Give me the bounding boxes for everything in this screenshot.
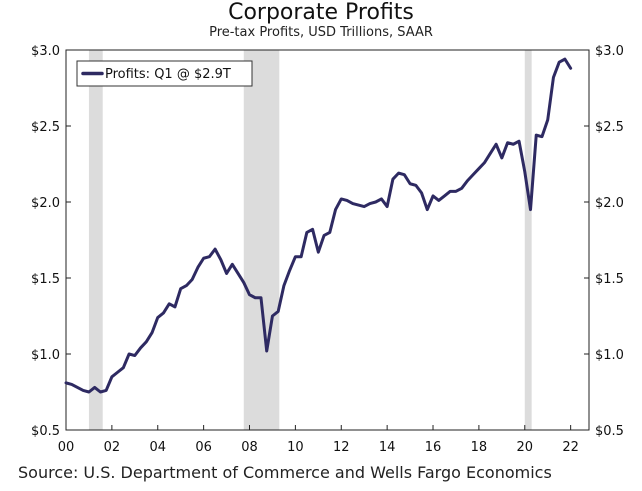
x-tick-label: 22	[562, 440, 579, 455]
y-tick-label-right: $1.5	[595, 272, 624, 287]
x-tick-label: 06	[195, 440, 212, 455]
y-tick-label-right: $1.0	[595, 348, 624, 363]
chart-subtitle: Pre-tax Profits, USD Trillions, SAAR	[209, 25, 433, 40]
recession-band-2	[243, 50, 280, 430]
y-tick-label-left: $3.0	[31, 44, 60, 59]
legend-box	[76, 60, 253, 87]
x-tick-label: 12	[333, 440, 350, 455]
source-note: Source: U.S. Department of Commerce and …	[18, 463, 552, 482]
x-tick-label: 14	[379, 440, 396, 455]
chart-title: Corporate Profits	[228, 0, 414, 25]
series-line-profits	[64, 57, 573, 394]
y-tick-label-right: $3.0	[595, 44, 624, 59]
x-tick-label: 10	[287, 440, 304, 455]
y-tick-label-left: $1.5	[31, 272, 60, 287]
y-tick-label-right: $2.5	[595, 120, 624, 135]
x-tick-label: 20	[516, 440, 533, 455]
recession-band-3	[524, 50, 532, 430]
y-tick-label-left: $2.0	[31, 196, 60, 211]
y-tick-label-left: $1.0	[31, 348, 60, 363]
x-tick-label: 00	[58, 440, 75, 455]
y-tick-label-right: $2.0	[595, 196, 624, 211]
x-tick-label: 18	[471, 440, 488, 455]
x-tick-label: 08	[241, 440, 258, 455]
legend-label-profits: Profits: Q1 @ $2.9T	[105, 67, 231, 82]
x-tick-label: 02	[104, 440, 121, 455]
x-tick-label: 16	[425, 440, 442, 455]
x-tick-label: 04	[149, 440, 166, 455]
y-tick-label-left: $2.5	[31, 120, 60, 135]
plot-area-frame	[65, 49, 590, 431]
y-tick-label-left: $0.5	[31, 424, 60, 439]
recession-band-1	[88, 50, 103, 430]
y-tick-label-right: $0.5	[595, 424, 624, 439]
